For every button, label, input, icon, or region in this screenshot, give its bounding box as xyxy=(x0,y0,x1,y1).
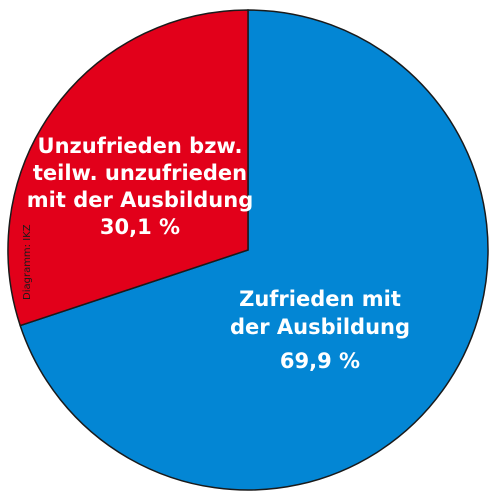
slice-label-line: der Ausbildung xyxy=(230,315,410,339)
slice-label-line: Zufrieden mit xyxy=(239,287,401,311)
pie-slices xyxy=(7,9,489,491)
slice-value-label-1: 69,9 % xyxy=(280,349,360,373)
chart-credit: Diagramm: IKZ xyxy=(22,224,33,300)
pie-slice-2 xyxy=(7,9,249,327)
slice-label-2: Unzufrieden bzw. teilw. unzufrieden mit de… xyxy=(27,134,253,212)
pie-labels: Zufrieden mit der Ausbildung 69,9 % Unzufri… xyxy=(27,134,410,373)
slice-label-line: mit der Ausbildung xyxy=(27,188,253,212)
slice-value-label-2: 30,1 % xyxy=(100,215,180,239)
slice-label-1: Zufrieden mit der Ausbildung xyxy=(230,287,410,339)
slice-label-line: Unzufrieden bzw. xyxy=(38,134,243,158)
slice-label-line: teilw. unzufrieden xyxy=(33,161,247,185)
pie-slice-1 xyxy=(19,9,489,491)
